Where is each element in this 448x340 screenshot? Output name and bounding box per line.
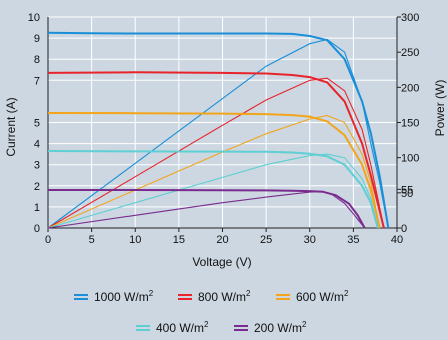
- current-curve-600: [47, 112, 381, 229]
- y-right-tick-label: 55: [401, 184, 413, 196]
- x-tick-label: 35: [347, 234, 359, 246]
- y-right-tick-label: 150: [401, 118, 419, 130]
- current-curves: [47, 31, 390, 229]
- x-axis-label: Voltage (V): [192, 255, 251, 269]
- y-right-tick-label: 300: [401, 12, 419, 24]
- y-left-tick-label: 7: [34, 75, 40, 87]
- power-curve-1000: [47, 38, 389, 229]
- x-tick-label: 40: [391, 234, 403, 246]
- legend-item-800: 800 W/m2: [178, 289, 251, 304]
- y-right-tick-label: 50: [401, 188, 413, 200]
- current-curve-400: [47, 150, 379, 229]
- y-left-tick-label: 0: [34, 223, 40, 235]
- y-left-tick-label: 3: [34, 160, 40, 172]
- y-left-axis-label: Current (A): [4, 97, 18, 156]
- legend-item-400: 400 W/m2: [136, 320, 209, 335]
- y-right-tick-label: 100: [401, 153, 419, 165]
- x-tick-label: 10: [129, 234, 141, 246]
- legend-item-200: 200 W/m2: [234, 320, 307, 335]
- legend: 1000 W/m2 800 W/m2 600 W/m2 400 W/m2 200 W/m…: [74, 289, 349, 335]
- y-left-tick-label: 9: [34, 33, 40, 45]
- legend-superscript: 2: [344, 289, 349, 298]
- y-right-tick-label: 250: [401, 47, 419, 59]
- x-tick-label: 20: [216, 234, 228, 246]
- y-right-tick-label: 0: [401, 223, 407, 235]
- legend-superscript: 2: [204, 320, 209, 329]
- legend-label: 200 W/m2: [254, 320, 307, 335]
- legend-label: 800 W/m2: [198, 289, 251, 304]
- power-curve-600: [47, 114, 381, 229]
- legend-item-1000: 1000 W/m2: [74, 289, 154, 304]
- current-curve-1000: [47, 31, 390, 229]
- y-left-tick-label: 5: [34, 118, 40, 130]
- legend-superscript: 2: [149, 289, 154, 298]
- x-tick-label: 5: [89, 234, 95, 246]
- power-curve-200: [47, 190, 366, 229]
- y-left-tick-label: 1: [34, 202, 40, 214]
- current-curve-200: [48, 189, 366, 229]
- x-tick-label: 25: [260, 234, 272, 246]
- y-left-tick-label: 4: [34, 139, 40, 151]
- legend-label: 600 W/m2: [296, 289, 349, 304]
- y-right-tick-label: 200: [401, 82, 419, 94]
- legend-label: 1000 W/m2: [94, 289, 154, 304]
- legend-label: 400 W/m2: [156, 320, 209, 335]
- tick-labels: 0 5 10 15 20 25 30 35 40012345789100505510015020…: [28, 12, 420, 246]
- current-curve-800: [47, 71, 385, 229]
- grid: [48, 16, 398, 228]
- legend-superscript: 2: [302, 320, 307, 329]
- y-right-axis-label: Power (W): [433, 80, 447, 137]
- legend-superscript: 2: [246, 289, 251, 298]
- power-curves: [47, 38, 389, 229]
- y-left-tick-label: 10: [28, 12, 40, 24]
- x-tick-label: 0: [45, 234, 51, 246]
- axes: [47, 16, 401, 232]
- x-tick-label: 30: [304, 234, 316, 246]
- x-tick-label: 15: [173, 234, 185, 246]
- y-left-tick-label: 2: [34, 181, 40, 193]
- y-left-tick-label: 8: [34, 54, 40, 66]
- legend-item-600: 600 W/m2: [276, 289, 349, 304]
